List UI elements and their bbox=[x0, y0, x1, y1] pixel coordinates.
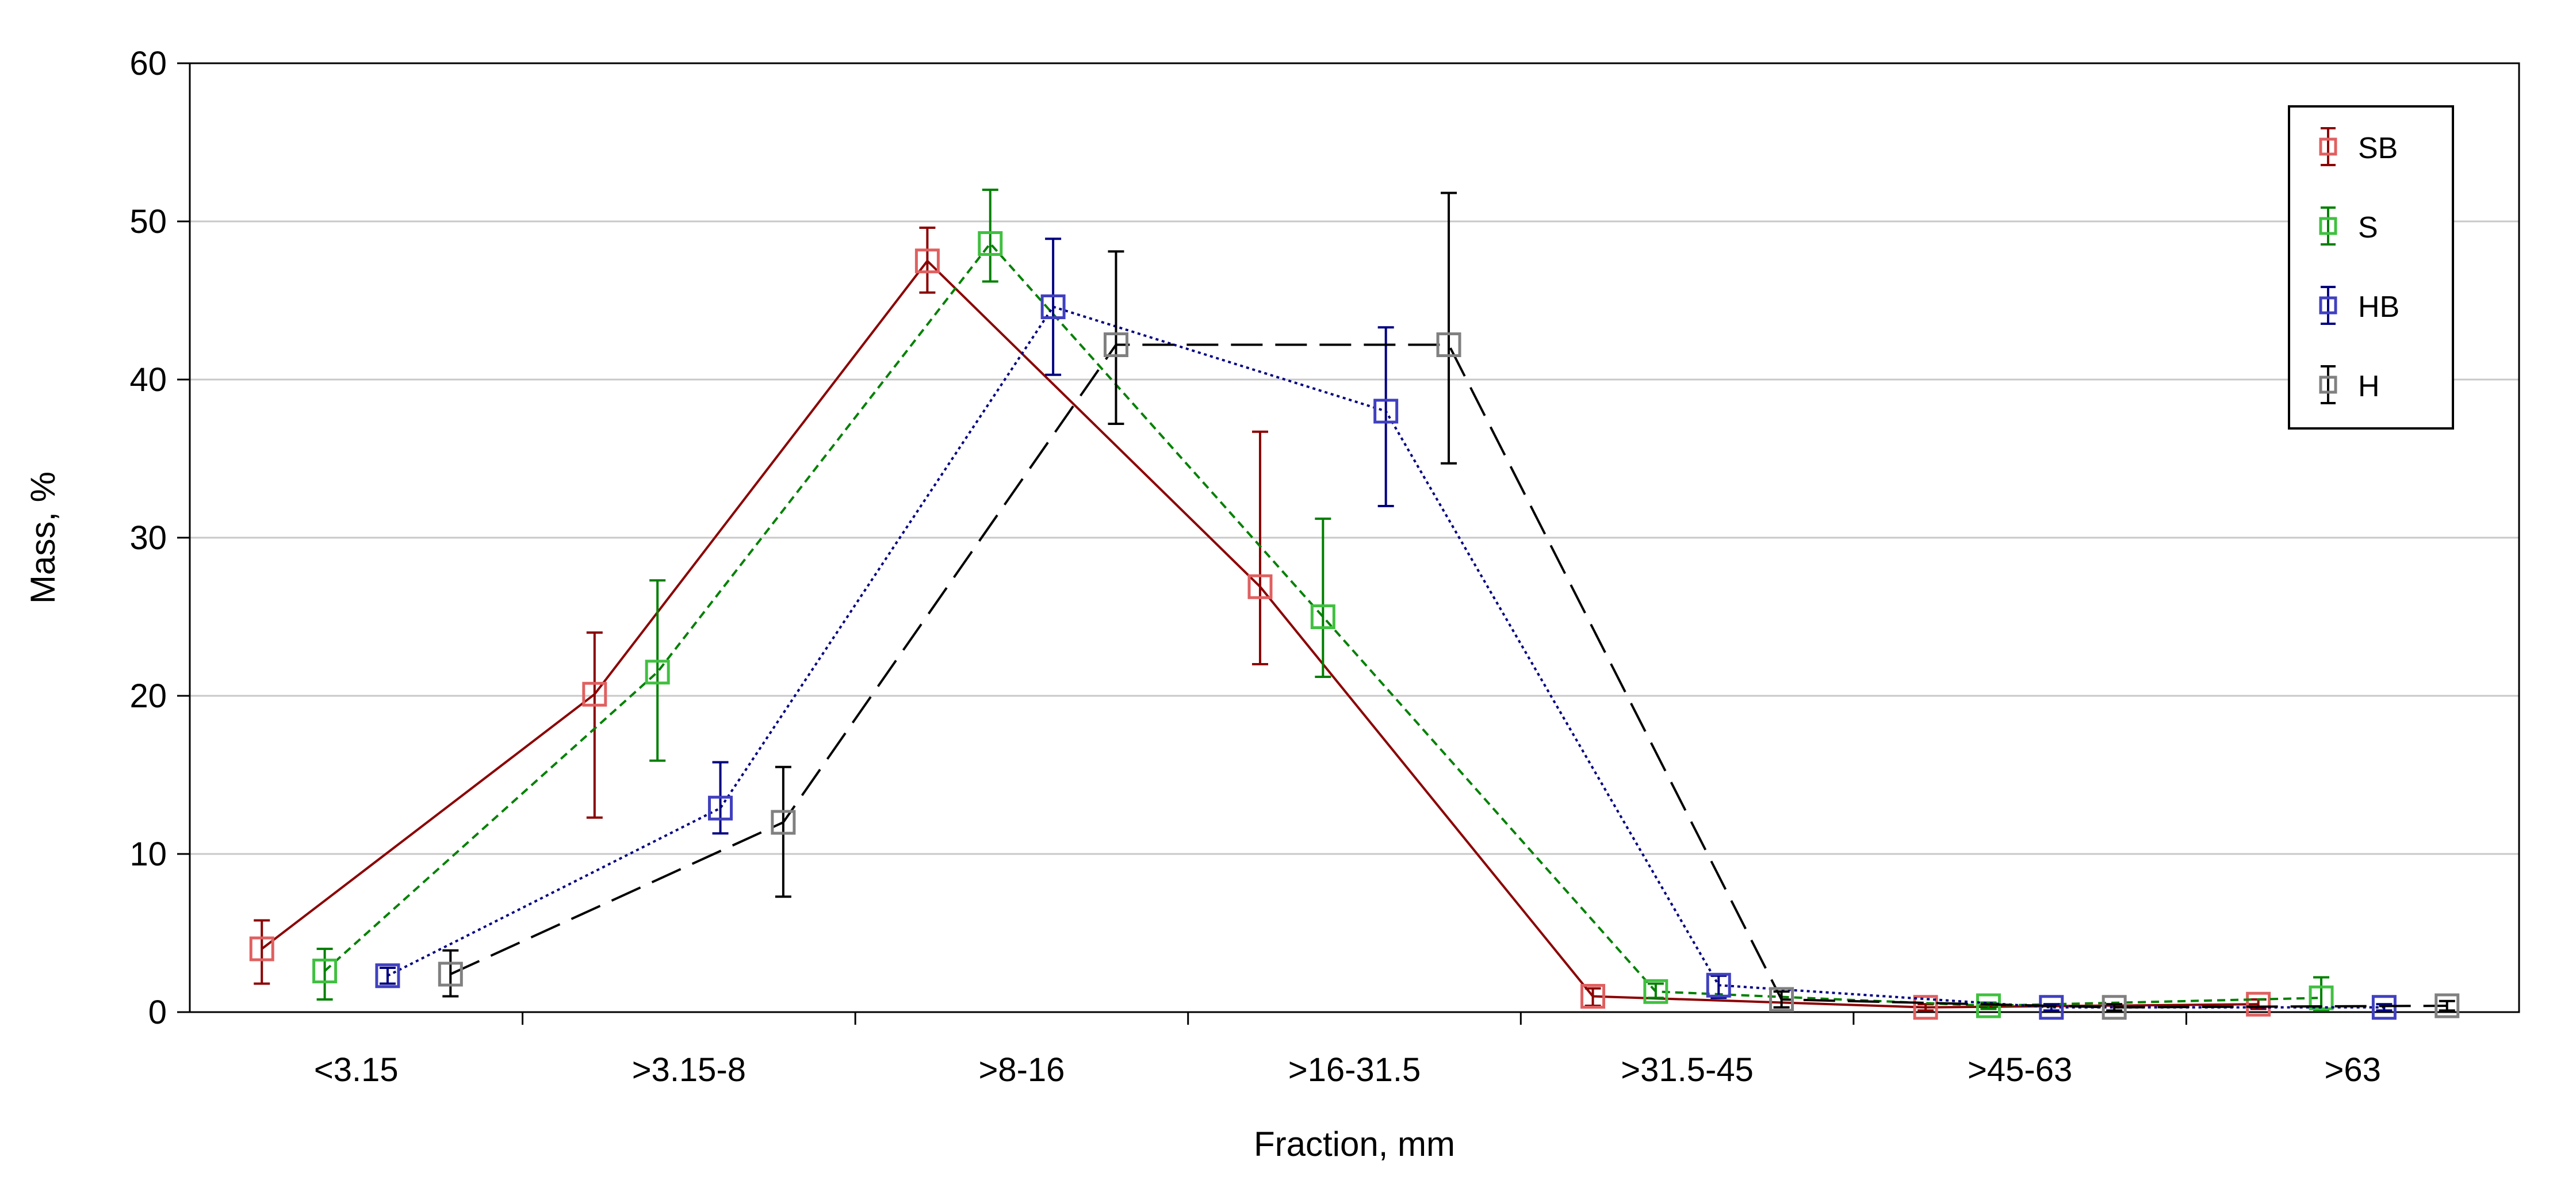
legend-label: SB bbox=[2358, 132, 2398, 165]
data-point-marker bbox=[1643, 979, 1668, 1004]
legend-marker bbox=[2319, 217, 2337, 235]
x-tick-label: >16-31.5 bbox=[1288, 1051, 1421, 1089]
data-point-marker bbox=[978, 231, 1003, 256]
y-tick-label: 30 bbox=[129, 519, 167, 557]
data-point-marker bbox=[2309, 985, 2334, 1010]
data-point-marker bbox=[1706, 972, 1731, 998]
series-s bbox=[312, 189, 2334, 1018]
x-axis-ticks: <3.15 >3.15-8 >8-16 >16-31.5 >31.5-45 >45-63 >… bbox=[314, 1012, 2381, 1089]
data-point-marker bbox=[708, 795, 733, 821]
y-tick-label: 40 bbox=[129, 361, 167, 399]
data-point-marker bbox=[1436, 332, 1461, 357]
series-h bbox=[438, 191, 2460, 1020]
data-point-marker bbox=[1373, 399, 1399, 424]
data-point-marker bbox=[2039, 995, 2064, 1020]
legend-item-s: S bbox=[2319, 206, 2378, 246]
x-axis-title: Fraction, mm bbox=[1254, 1125, 1455, 1163]
grid-lines bbox=[190, 220, 2519, 855]
data-point-marker bbox=[771, 810, 796, 835]
x-tick-label: >45-63 bbox=[1968, 1051, 2072, 1089]
legend-item-h: H bbox=[2319, 365, 2380, 404]
data-point-marker bbox=[1103, 332, 1128, 357]
legend-frame bbox=[2288, 105, 2454, 430]
legend: SB S HB H bbox=[2288, 105, 2454, 430]
y-tick-label: 60 bbox=[129, 45, 167, 82]
data-point-marker bbox=[1247, 574, 1273, 599]
data-point-marker bbox=[1769, 987, 1794, 1012]
x-tick-label: >8-16 bbox=[978, 1051, 1065, 1089]
legend-marker bbox=[2319, 296, 2337, 315]
data-point-marker bbox=[312, 959, 338, 983]
y-tick-label: 20 bbox=[129, 677, 167, 715]
data-point-marker bbox=[2102, 995, 2127, 1020]
data-point-marker bbox=[2371, 995, 2397, 1020]
legend-label: S bbox=[2358, 211, 2378, 244]
series-hb bbox=[375, 237, 2397, 1020]
legend-item-sb: SB bbox=[2319, 127, 2398, 166]
data-point-marker bbox=[1913, 995, 1938, 1020]
series-layer bbox=[249, 189, 2460, 1020]
legend-label: HB bbox=[2358, 290, 2399, 324]
data-point-marker bbox=[2435, 993, 2460, 1018]
series-sb bbox=[249, 227, 2271, 1020]
x-tick-label: >63 bbox=[2325, 1051, 2381, 1089]
data-point-marker bbox=[438, 962, 463, 987]
data-point-marker bbox=[1580, 984, 1606, 1009]
data-point-marker bbox=[2246, 991, 2271, 1017]
y-axis-ticks: 0 10 20 30 40 50 60 bbox=[129, 45, 190, 1031]
data-point-marker bbox=[375, 963, 400, 989]
data-point-marker bbox=[1310, 604, 1335, 629]
x-tick-label: <3.15 bbox=[314, 1051, 399, 1089]
data-point-marker bbox=[582, 681, 607, 707]
y-tick-label: 50 bbox=[129, 203, 167, 240]
legend-item-hb: HB bbox=[2319, 286, 2399, 325]
data-point-marker bbox=[645, 660, 670, 685]
legend-marker bbox=[2319, 137, 2337, 156]
legend-marker bbox=[2319, 376, 2337, 394]
y-tick-label: 0 bbox=[148, 994, 167, 1031]
y-axis-title: Mass, % bbox=[24, 472, 62, 604]
data-point-marker bbox=[914, 248, 940, 274]
data-point-marker bbox=[249, 936, 274, 962]
x-tick-label: >31.5-45 bbox=[1621, 1051, 1754, 1089]
y-tick-label: 10 bbox=[129, 836, 167, 873]
data-point-marker bbox=[1040, 294, 1066, 319]
legend-label: H bbox=[2358, 370, 2380, 403]
x-tick-label: >3.15-8 bbox=[632, 1051, 746, 1089]
